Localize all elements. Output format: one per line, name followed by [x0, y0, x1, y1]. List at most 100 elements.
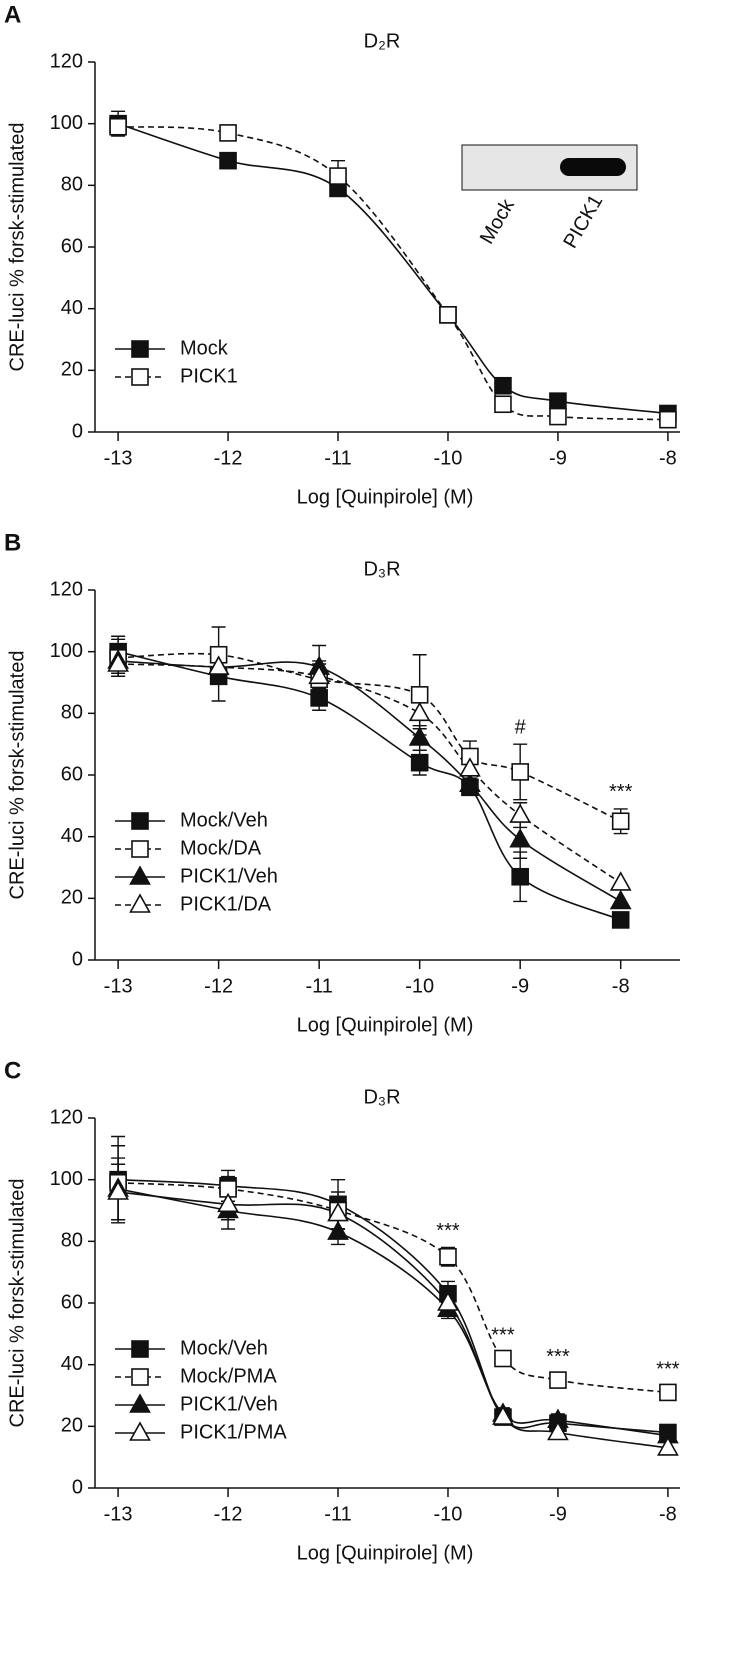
legend-marker: [131, 368, 149, 386]
significance-mark: ***: [491, 1325, 515, 1347]
chart-title: D₃R: [363, 1086, 400, 1108]
panel-letter: A: [4, 1, 21, 28]
y-axis-label: CRE-luci % forsk-stimulated: [6, 651, 28, 900]
y-axis-label: CRE-luci % forsk-stimulated: [6, 1179, 28, 1428]
significance-mark: ***: [609, 781, 633, 803]
x-axis-label: Log [Quinpirole] (M): [297, 486, 474, 508]
data-point: [549, 407, 567, 426]
x-tick-label: -9: [549, 447, 567, 469]
y-tick-label: 0: [72, 948, 83, 970]
data-point: [308, 664, 331, 685]
y-tick-label: 60: [61, 1291, 83, 1313]
data-point: [609, 889, 632, 910]
x-axis-label: Log [Quinpirole] (M): [297, 1542, 474, 1564]
data-point: [410, 686, 429, 704]
legend-marker: [131, 812, 149, 830]
data-point: [437, 1291, 459, 1311]
data-point: [609, 871, 632, 891]
chart-title: D₃R: [363, 558, 400, 580]
data-point: [611, 911, 630, 929]
data-point: [217, 1192, 239, 1213]
legend-label: Mock/Veh: [180, 809, 268, 831]
y-tick-label: 60: [61, 763, 83, 785]
data-point: [492, 1405, 514, 1425]
x-tick-label: -13: [104, 447, 133, 469]
data-point: [511, 867, 529, 886]
data-point: [327, 1220, 349, 1240]
y-tick-label: 20: [61, 887, 83, 909]
y-tick-label: 100: [50, 112, 83, 134]
data-point: [109, 117, 127, 136]
x-tick-label: -9: [549, 1503, 567, 1525]
data-point: [459, 772, 481, 793]
y-tick-label: 120: [50, 1106, 83, 1128]
x-tick-label: -8: [659, 447, 677, 469]
data-point: [310, 689, 328, 707]
y-tick-label: 40: [61, 1353, 83, 1375]
data-point: [408, 701, 431, 722]
data-point: [509, 803, 532, 823]
x-tick-label: -11: [305, 975, 332, 997]
panel-letter: C: [4, 1057, 21, 1084]
data-point: [439, 306, 457, 324]
legend-label: PICK1/DA: [180, 893, 272, 915]
x-tick-label: -10: [434, 447, 463, 469]
y-tick-label: 0: [72, 1476, 83, 1498]
data-point: [547, 1420, 569, 1441]
legend-marker: [131, 1340, 149, 1358]
data-point: [549, 1371, 567, 1389]
panel: C D₃R CRE-luci % forsk-stimulated Log [Quin…: [4, 1057, 680, 1564]
data-point: [494, 395, 512, 414]
y-tick-label: 40: [61, 825, 83, 847]
data-point: [659, 1383, 677, 1402]
legend-label: Mock/DA: [180, 837, 262, 859]
x-axis-label: Log [Quinpirole] (M): [297, 1014, 474, 1036]
legend-label: Mock: [180, 337, 229, 359]
y-tick-label: 40: [61, 297, 83, 319]
data-point: [657, 1436, 679, 1456]
x-tick-label: -11: [324, 1503, 351, 1525]
legend-label: PICK1/Veh: [180, 865, 278, 887]
data-point: [659, 410, 677, 429]
data-point: [107, 652, 129, 672]
y-tick-label: 60: [61, 235, 83, 257]
legend-label: Mock/Veh: [180, 1337, 268, 1359]
legend-marker: [129, 1393, 151, 1413]
y-tick-label: 80: [61, 1230, 83, 1252]
legend-label: PICK1/PMA: [180, 1421, 287, 1443]
x-tick-label: -8: [659, 1503, 677, 1525]
data-point: [410, 753, 429, 772]
x-tick-label: -10: [405, 975, 434, 997]
data-point: [207, 655, 230, 675]
legend-marker: [131, 340, 149, 358]
x-tick-label: -12: [204, 975, 233, 997]
legend-label: PICK1: [180, 365, 238, 387]
data-point: [329, 167, 347, 185]
x-tick-label: -12: [214, 447, 243, 469]
y-tick-label: 100: [50, 1168, 83, 1190]
inset-label: Mock: [476, 195, 519, 248]
y-tick-label: 80: [61, 174, 83, 196]
significance-mark: ***: [436, 1220, 460, 1242]
data-point: [511, 763, 529, 781]
legend-marker: [131, 840, 149, 858]
significance-mark: ***: [656, 1359, 680, 1381]
data-point: [327, 1201, 349, 1222]
x-tick-label: -12: [214, 1503, 243, 1525]
y-tick-label: 120: [50, 50, 83, 72]
x-tick-label: -13: [104, 1503, 133, 1525]
legend-marker: [129, 1421, 151, 1441]
data-point: [107, 1180, 129, 1200]
y-axis-label: CRE-luci % forsk-stimulated: [6, 123, 28, 372]
significance-mark: #: [515, 716, 527, 738]
chart-title: D₂R: [364, 30, 401, 52]
data-point: [459, 757, 481, 777]
data-point: [219, 124, 237, 142]
legend-label: Mock/PMA: [180, 1365, 277, 1387]
x-tick-label: -8: [612, 975, 630, 997]
data-point: [408, 726, 431, 746]
legend-marker: [129, 893, 151, 913]
y-tick-label: 100: [50, 640, 83, 662]
x-tick-label: -10: [434, 1503, 463, 1525]
